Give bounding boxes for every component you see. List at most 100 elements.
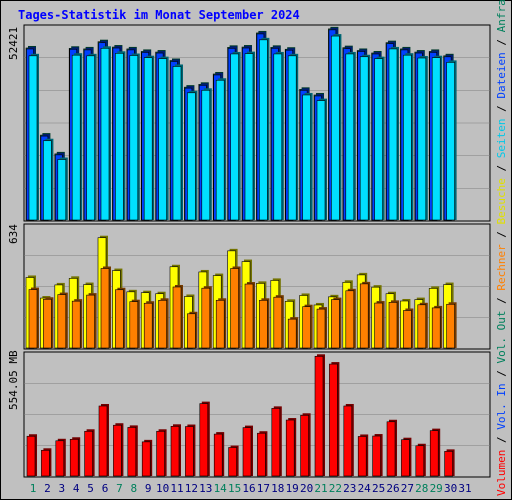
- bar-volumen-30-face: [444, 451, 453, 477]
- legend-vol-out: Vol. Out: [495, 311, 508, 364]
- bar-seiten-12: [187, 90, 198, 221]
- bar-volumen-12: [185, 424, 196, 477]
- legend-seiten: Seiten: [495, 118, 508, 158]
- bar-seiten-24: [359, 54, 371, 221]
- day-label-21: 21: [314, 482, 327, 495]
- bar-seiten-20: [302, 92, 313, 221]
- bar-seiten-15-face: [230, 53, 239, 221]
- bar-seiten-16-face: [244, 53, 254, 221]
- bar-volumen-23-face: [343, 405, 353, 477]
- bar-seiten-4: [71, 53, 83, 221]
- bar-rechner-5: [86, 293, 97, 349]
- day-label-26: 26: [386, 482, 399, 495]
- legend-sep-6: /: [495, 105, 508, 112]
- bar-volumen-4-face: [69, 438, 79, 477]
- day-labels: 1 2 3 4 5 6 7 8 9 10 11 12 13 14 15 16 17 18 19 20 21 22 23 24 2…: [30, 482, 472, 495]
- bar-seiten-11: [172, 64, 183, 221]
- bar-seiten-16: [244, 51, 255, 221]
- day-label-29: 29: [430, 482, 443, 495]
- bar-rechner-26: [388, 300, 399, 349]
- bar-seiten-22-face: [331, 35, 340, 221]
- bar-seiten-9-face: [143, 57, 153, 221]
- bar-seiten-30: [446, 60, 457, 221]
- bar-volumen-20: [300, 413, 311, 477]
- bar-rechner-9: [143, 301, 155, 349]
- bar-volumen-17-face: [257, 432, 266, 477]
- bar-seiten-26-face: [388, 48, 398, 221]
- bar-rechner-2: [43, 297, 54, 349]
- day-label-5: 5: [87, 482, 94, 495]
- bar-rechner-16: [244, 282, 255, 349]
- bar-rechner-1-face: [28, 289, 38, 349]
- chart-title: Tages-Statistik im Monat September 2024: [18, 8, 300, 22]
- bar-volumen-12-face: [185, 426, 194, 477]
- bar-volumen-20-face: [300, 414, 309, 477]
- day-label-28: 28: [415, 482, 428, 495]
- day-label-25: 25: [372, 482, 385, 495]
- day-label-13: 13: [199, 482, 212, 495]
- bar-volumen-30: [444, 449, 455, 477]
- bar-rechner-1: [28, 287, 39, 349]
- bar-seiten-4-face: [71, 54, 81, 221]
- bar-seiten-25-face: [374, 58, 383, 221]
- bar-rechner-4: [71, 299, 83, 349]
- bar-volumen-2: [41, 448, 52, 477]
- volume-max-label: 554.05 MB: [7, 350, 20, 410]
- bar-seiten-13: [201, 88, 212, 221]
- requests-max-label: 52421: [7, 27, 20, 60]
- bar-volumen-23: [343, 403, 354, 477]
- bar-rechner-6-face: [100, 268, 110, 349]
- right-legend: Volumen / Vol. In / Vol. Out / Rechner /…: [495, 0, 508, 496]
- bar-volumen-9: [141, 439, 153, 477]
- bar-rechner-21-face: [316, 308, 326, 349]
- bar-rechner-8-face: [129, 301, 139, 349]
- bar-seiten-18-face: [273, 53, 283, 221]
- bar-seiten-15: [230, 51, 241, 221]
- legend-sep-1: /: [495, 436, 508, 443]
- legend-besuche: Besuche: [495, 178, 508, 224]
- bar-volumen-18-face: [271, 408, 281, 477]
- day-label-10: 10: [156, 482, 169, 495]
- bar-seiten-19: [287, 53, 299, 221]
- day-label-1: 1: [30, 482, 37, 495]
- bar-volumen-6: [98, 403, 109, 477]
- bar-rechner-7-face: [115, 289, 124, 349]
- bar-rechner-13: [201, 286, 212, 349]
- bar-rechner-5-face: [86, 294, 95, 349]
- visits-bars: [25, 235, 457, 349]
- bar-volumen-10: [156, 429, 167, 477]
- bar-rechner-10-face: [158, 299, 167, 349]
- bar-seiten-9: [143, 55, 155, 221]
- legend-sep-2: /: [495, 370, 508, 377]
- bar-volumen-14-face: [213, 433, 223, 477]
- bar-volumen-26-face: [386, 421, 396, 477]
- bar-seiten-23-face: [345, 53, 355, 221]
- bar-rechner-9-face: [143, 302, 153, 349]
- bar-volumen-1-face: [26, 435, 36, 477]
- legend-sep-7: /: [495, 39, 508, 46]
- bar-seiten-17: [259, 37, 270, 221]
- bar-rechner-26-face: [388, 302, 398, 349]
- bar-rechner-3: [57, 292, 68, 349]
- bar-rechner-20: [302, 304, 313, 349]
- bar-rechner-25-face: [374, 302, 383, 349]
- volume-bars: [26, 354, 455, 477]
- bar-volumen-26: [386, 419, 397, 477]
- bar-seiten-28-face: [417, 57, 427, 221]
- bar-rechner-6: [100, 266, 111, 349]
- legend-sep-5: /: [495, 165, 508, 172]
- bar-volumen-3: [55, 438, 66, 477]
- day-label-31: 31: [458, 482, 471, 495]
- day-label-20: 20: [300, 482, 313, 495]
- bar-volumen-24-face: [357, 436, 367, 477]
- bar-rechner-10: [158, 298, 169, 349]
- bar-volumen-11-face: [170, 426, 180, 477]
- day-label-19: 19: [286, 482, 299, 495]
- bar-seiten-2: [43, 138, 54, 221]
- bar-seiten-6-face: [100, 47, 110, 221]
- bar-volumen-29-face: [429, 430, 439, 477]
- bar-volumen-22-face: [329, 363, 338, 477]
- requests-bars: [25, 26, 457, 221]
- bar-volumen-9-face: [141, 441, 151, 477]
- bar-volumen-8: [127, 425, 138, 477]
